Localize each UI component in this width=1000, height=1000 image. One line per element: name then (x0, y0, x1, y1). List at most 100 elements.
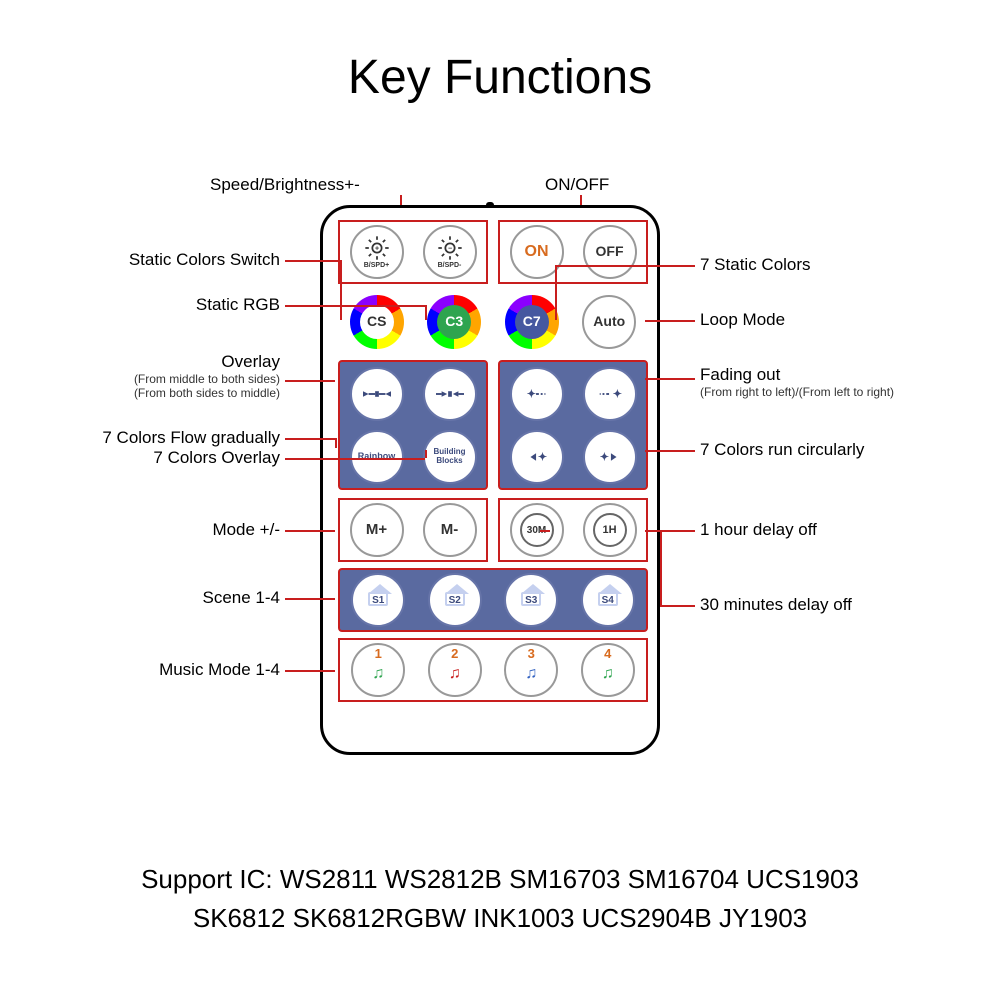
svg-text:−: − (447, 245, 451, 252)
callout-line (660, 530, 662, 605)
btn-off: OFF (583, 225, 637, 279)
group-speed: + B/SPD+ − B/SPD- (338, 220, 488, 284)
label-sub: (From right to left)/(From left to right… (700, 385, 894, 399)
label-text: Fading out (700, 365, 780, 384)
label-overlay: Overlay (From middle to both sides) (Fro… (134, 352, 280, 400)
callout-line (335, 438, 337, 448)
callout-line (285, 380, 335, 382)
music-icon: ♫ (525, 666, 537, 682)
page-title: Key Functions (0, 50, 1000, 105)
btn-music-1: 1♫ (351, 643, 405, 697)
callout-line (340, 260, 342, 320)
svg-text:✦: ✦ (526, 388, 535, 400)
btn-label: 2 (451, 647, 458, 661)
circ-icon: ✦ (523, 443, 551, 471)
group-fading: ✦ ✦ ✦ ✦ (498, 360, 648, 490)
group-mode: M+ M- (338, 498, 488, 562)
callout-line (645, 265, 695, 267)
btn-scene-1: S1 (351, 573, 405, 627)
btn-c3: C3 (427, 295, 481, 349)
callout-line (285, 458, 425, 460)
btn-label: S4 (602, 595, 614, 606)
label-loop-mode: Loop Mode (700, 310, 785, 330)
btn-label: S3 (525, 595, 537, 606)
label-fading-out: Fading out (From right to left)/(From le… (700, 365, 894, 399)
btn-label: B/SPD+ (364, 262, 389, 270)
btn-label: S2 (449, 595, 461, 606)
callout-line (645, 378, 695, 380)
group-timer: 30M 1H (498, 498, 648, 562)
btn-music-4: 4♫ (581, 643, 635, 697)
label-sub: (From both sides to middle) (134, 386, 280, 400)
label-flow-gradually: 7 Colors Flow gradually (102, 428, 280, 448)
btn-label: 1 (375, 647, 382, 661)
svg-text:✦: ✦ (612, 388, 621, 400)
btn-cs: CS (350, 295, 404, 349)
btn-30m: 30M (510, 503, 564, 557)
label-scene: Scene 1-4 (203, 588, 281, 608)
svg-text:✦: ✦ (599, 451, 608, 463)
btn-fade-lr: ✦ (583, 367, 637, 421)
fade-icon: ✦ (596, 380, 624, 408)
group-scene: S1 S2 S3 S4 (338, 568, 648, 632)
callout-line (285, 305, 425, 307)
group-onoff: ON OFF (498, 220, 648, 284)
label-colors-overlay: 7 Colors Overlay (153, 448, 280, 468)
label-static-colors-switch: Static Colors Switch (129, 250, 280, 270)
footer-line: Support IC: WS2811 WS2812B SM16703 SM167… (0, 860, 1000, 899)
callout-line (540, 530, 550, 532)
callout-line (645, 320, 695, 322)
arrows-in-icon (436, 380, 464, 408)
label-seven-static: 7 Static Colors (700, 255, 811, 275)
callout-line (645, 530, 695, 532)
btn-fade-rl: ✦ (510, 367, 564, 421)
group-overlay: Rainbow BuildingBlocks (338, 360, 488, 490)
callout-line (555, 265, 557, 320)
callout-line (285, 670, 335, 672)
btn-auto: Auto (582, 295, 636, 349)
btn-overlay-in (423, 367, 477, 421)
group-music: 1♫ 2♫ 3♫ 4♫ (338, 638, 648, 702)
music-icon: ♫ (449, 666, 461, 682)
music-icon: ♫ (602, 666, 614, 682)
remote-body: + B/SPD+ − B/SPD- ON OFF CS C3 C7 Auto R… (320, 205, 660, 755)
callout-line (425, 305, 427, 320)
arrows-out-icon (363, 380, 391, 408)
callout-line (660, 605, 695, 607)
btn-label: 3 (528, 647, 535, 661)
btn-label: CS (360, 305, 394, 339)
group-color-modes: CS C3 C7 Auto (338, 290, 648, 354)
label-on-off: ON/OFF (545, 175, 609, 195)
btn-c7: C7 (505, 295, 559, 349)
label-static-rgb: Static RGB (196, 295, 280, 315)
btn-overlay-out (350, 367, 404, 421)
label-sub: (From middle to both sides) (134, 372, 280, 386)
btn-scene-3: S3 (504, 573, 558, 627)
label-music: Music Mode 1-4 (159, 660, 280, 680)
fade-icon: ✦ (523, 380, 551, 408)
label-text: Overlay (221, 352, 280, 371)
ir-emitter-icon (486, 202, 494, 208)
callout-line (285, 530, 335, 532)
callout-line (285, 598, 335, 600)
brightness-minus-icon: − (436, 234, 464, 262)
btn-circ-left: ✦ (510, 430, 564, 484)
btn-speed-plus: + B/SPD+ (350, 225, 404, 279)
btn-label: S1 (372, 595, 384, 606)
callout-line (555, 265, 645, 267)
label-speed-brightness: Speed/Brightness+- (210, 175, 360, 195)
btn-circ-right: ✦ (583, 430, 637, 484)
footer-line: SK6812 SK6812RGBW INK1003 UCS2904B JY190… (0, 899, 1000, 938)
label-one-hour: 1 hour delay off (700, 520, 817, 540)
svg-text:✦: ✦ (537, 451, 546, 463)
btn-rainbow: Rainbow (350, 430, 404, 484)
label-thirty-min: 30 minutes delay off (700, 595, 852, 615)
btn-music-2: 2♫ (428, 643, 482, 697)
btn-music-3: 3♫ (504, 643, 558, 697)
circ-icon: ✦ (596, 443, 624, 471)
callout-line (285, 260, 340, 262)
label-mode-pm: Mode +/- (212, 520, 280, 540)
btn-mode-minus: M- (423, 503, 477, 557)
btn-speed-minus: − B/SPD- (423, 225, 477, 279)
callout-line (285, 438, 335, 440)
